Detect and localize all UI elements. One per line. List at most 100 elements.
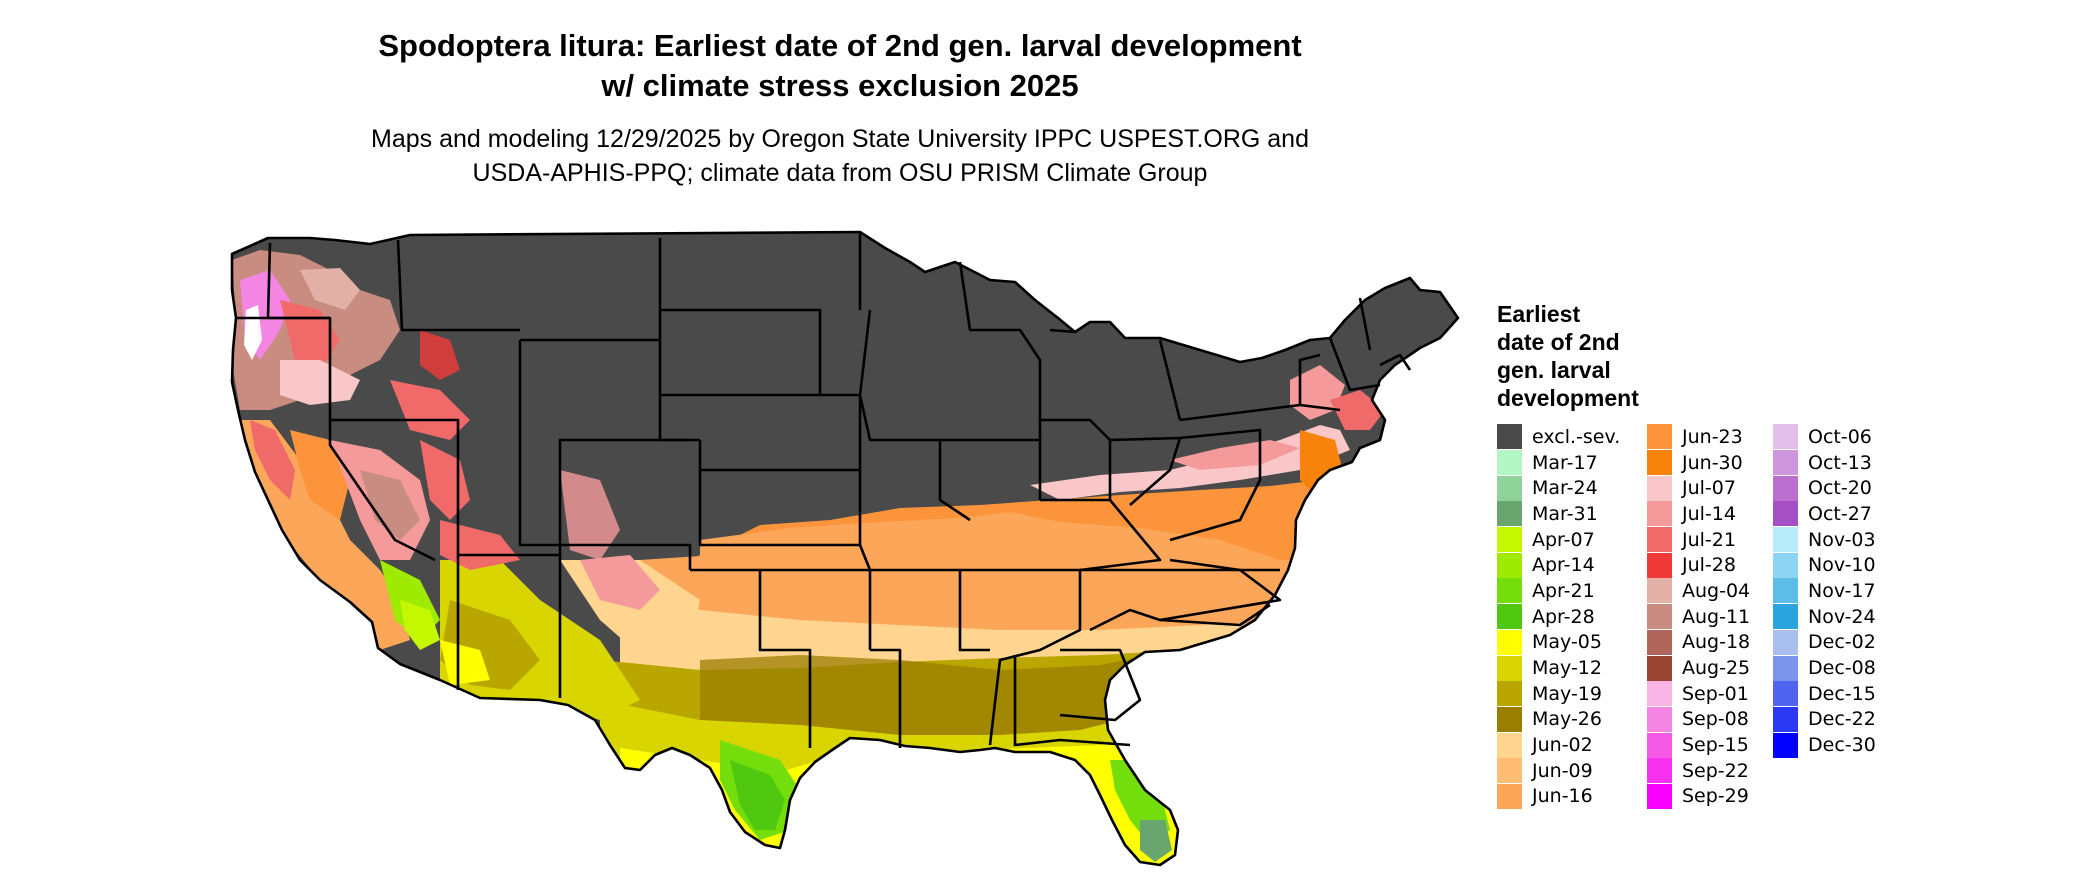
us-map [220,220,1460,892]
legend-label: Aug-18 [1682,631,1751,654]
legend-item: Dec-15 [1773,681,1876,707]
legend-swatch [1647,783,1672,809]
legend-swatch [1773,604,1798,630]
legend-item: Apr-21 [1497,578,1620,604]
legend-label: Oct-06 [1808,425,1872,448]
legend-swatch [1647,424,1672,450]
legend-item: Mar-17 [1497,450,1620,476]
legend-item: Nov-03 [1773,527,1876,553]
legend-swatch [1647,758,1672,784]
legend-label: Dec-15 [1808,682,1876,705]
map-subtitle-line-1: Maps and modeling 12/29/2025 by Oregon S… [371,125,1309,153]
legend-swatch [1497,424,1522,450]
legend-swatch [1647,629,1672,655]
legend-swatch [1773,681,1798,707]
legend-label: Nov-03 [1808,528,1876,551]
legend-item: Oct-27 [1773,501,1876,527]
legend-swatch [1647,475,1672,501]
legend-swatch [1647,681,1672,707]
legend-swatch [1773,655,1798,681]
legend-swatch [1497,604,1522,630]
legend-swatch [1647,706,1672,732]
legend-item: Sep-29 [1647,783,1750,810]
legend-item: Dec-08 [1773,655,1876,681]
legend-label: May-26 [1532,708,1602,731]
legend-item: Sep-22 [1647,758,1750,784]
legend-swatch [1647,732,1672,758]
legend-swatch [1773,450,1798,476]
legend-label: Sep-29 [1682,785,1749,808]
legend-item: May-19 [1497,681,1620,707]
legend-label: Jun-09 [1532,759,1593,782]
legend-label: Dec-02 [1808,631,1876,654]
legend-item: Oct-13 [1773,450,1876,476]
legend-label: Dec-30 [1808,734,1876,757]
legend-swatch [1497,450,1522,476]
legend-label: Nov-17 [1808,579,1876,602]
legend-label: Sep-22 [1682,759,1749,782]
legend-label: May-12 [1532,657,1602,680]
legend-swatch [1647,604,1672,630]
legend-label: Oct-20 [1808,477,1872,500]
legend-item: Jun-02 [1497,732,1620,758]
legend-label: Jun-16 [1532,785,1593,808]
map-title-line-1: Spodoptera litura: Earliest date of 2nd … [378,28,1302,63]
legend-swatch [1773,527,1798,553]
legend-item: Sep-01 [1647,681,1750,707]
legend-item: Jun-30 [1647,450,1750,476]
legend-item: Oct-06 [1773,424,1876,450]
legend-item: Aug-04 [1647,578,1750,604]
legend-label: May-19 [1532,682,1602,705]
legend-label: Dec-08 [1808,657,1876,680]
legend-swatch [1647,450,1672,476]
legend-label: Sep-08 [1682,708,1749,731]
legend-swatch [1497,732,1522,758]
legend-label: Oct-27 [1808,502,1872,525]
legend-label: Jul-21 [1682,528,1736,551]
legend-label: Aug-25 [1682,657,1751,680]
legend-title-line: date of 2nd [1497,329,1620,355]
legend-label: Nov-24 [1808,605,1876,628]
legend-item: Sep-08 [1647,706,1750,733]
legend-item: Dec-30 [1773,732,1876,758]
legend-item: May-05 [1497,629,1620,656]
legend-swatch [1647,527,1672,553]
legend-item: Jul-21 [1647,527,1750,553]
legend-item: May-12 [1497,655,1620,681]
legend-label: May-05 [1532,631,1602,654]
legend-swatch [1647,578,1672,604]
legend-item: Jul-07 [1647,475,1750,501]
legend-label: Sep-01 [1682,682,1749,705]
legend-item: Mar-24 [1497,475,1620,501]
legend-swatch [1497,552,1522,578]
legend-item: Oct-20 [1773,475,1876,501]
legend-swatch [1773,501,1798,527]
legend-title-line: gen. larval [1497,357,1611,383]
legend-item: Dec-02 [1773,629,1876,656]
legend-label: Sep-15 [1682,734,1749,757]
legend-label: Jul-14 [1682,502,1736,525]
legend-item: Jun-16 [1497,783,1620,810]
legend-label: Nov-10 [1808,554,1876,577]
legend-swatch [1497,527,1522,553]
legend-item: Apr-07 [1497,527,1620,553]
legend-item: Sep-15 [1647,732,1750,758]
legend-item: Aug-25 [1647,655,1750,681]
legend-title: Earliest date of 2nd gen. larval develop… [1497,300,1639,412]
legend-item: Apr-14 [1497,552,1620,578]
legend-item: Jul-14 [1647,501,1750,527]
legend-swatch [1647,552,1672,578]
legend-title-line: development [1497,385,1639,411]
legend-item: Aug-18 [1647,629,1751,656]
legend-item: Nov-17 [1773,578,1876,604]
legend-label: Apr-21 [1532,579,1595,602]
map-title: Spodoptera litura: Earliest date of 2nd … [0,26,1680,106]
legend-swatch [1497,629,1522,655]
legend-label: Oct-13 [1808,451,1872,474]
legend-label: Jul-28 [1682,554,1736,577]
legend-swatch [1497,501,1522,527]
legend-label: excl.-sev. [1532,425,1621,448]
map-subtitle: Maps and modeling 12/29/2025 by Oregon S… [0,122,1680,190]
legend-label: Apr-07 [1532,528,1595,551]
legend-swatch [1773,629,1798,655]
